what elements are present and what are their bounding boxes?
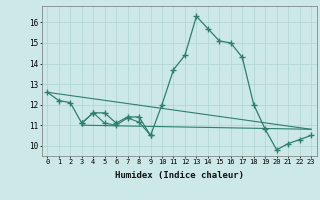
X-axis label: Humidex (Indice chaleur): Humidex (Indice chaleur) [115,171,244,180]
